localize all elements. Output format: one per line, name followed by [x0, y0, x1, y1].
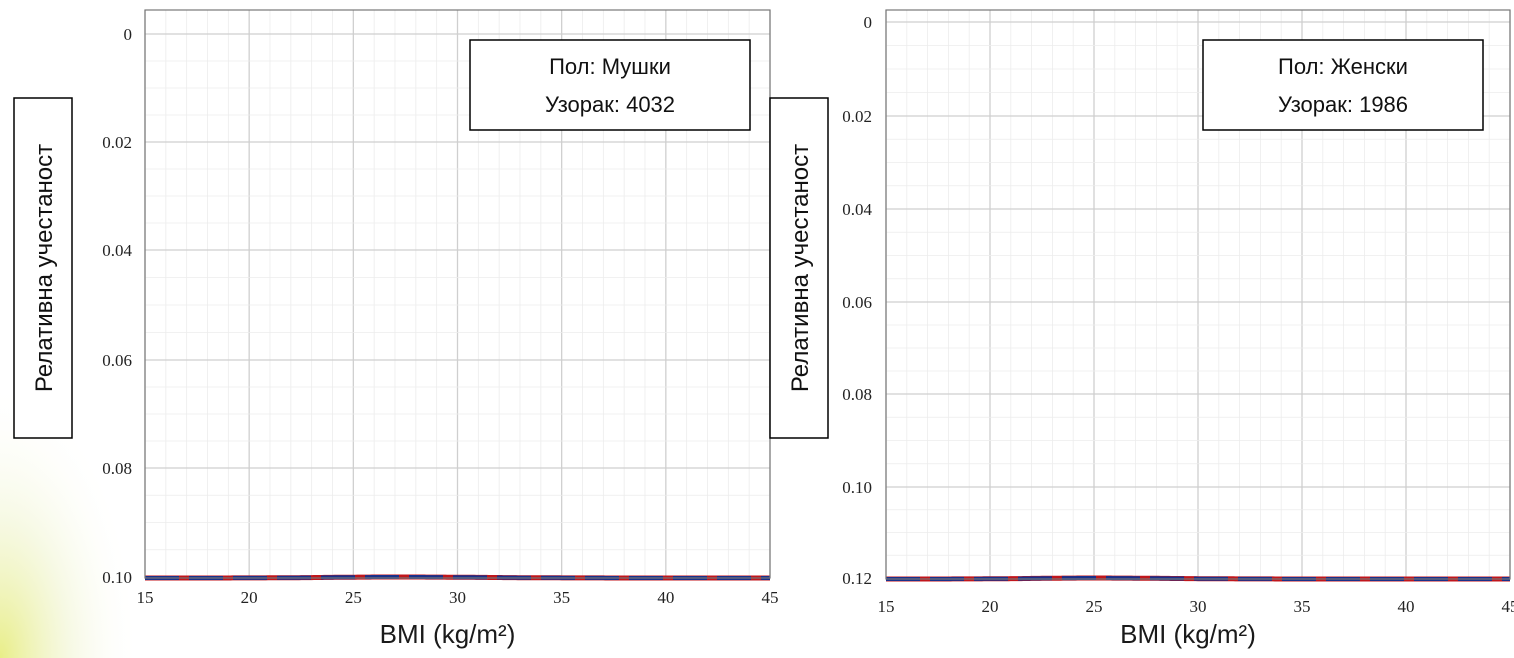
- y-axis-label: Релативна учестаност: [31, 144, 58, 392]
- info-box: [1202, 39, 1484, 131]
- y-tick-label: 0.04: [842, 200, 872, 219]
- x-tick-label: 30: [1190, 597, 1207, 616]
- y-tick-label: 0.08: [842, 385, 872, 404]
- x-tick-label: 45: [1502, 597, 1514, 616]
- x-axis-label: BMI (kg/m²): [380, 619, 516, 649]
- y-tick-label: 0.02: [842, 107, 872, 126]
- y-tick-label: 0.12: [842, 569, 872, 588]
- x-axis-label: BMI (kg/m²): [1120, 619, 1256, 649]
- x-tick-label: 45: [762, 588, 779, 607]
- y-axis-label-box: [769, 97, 829, 439]
- info-box-sample: Узорак: 4032: [545, 92, 675, 117]
- x-tick-label: 25: [1086, 597, 1103, 616]
- chart-women: 15 20 25 30 35 40 45 0 0.02 0.04 0.06 0.08 0.10 0.12 B…: [769, 9, 1514, 649]
- x-tick-label: 40: [1398, 597, 1415, 616]
- x-tick-label: 35: [553, 588, 570, 607]
- y-tick-label: 0: [864, 13, 873, 32]
- x-tick-label: 40: [657, 588, 674, 607]
- x-tick-label: 35: [1294, 597, 1311, 616]
- y-tick-label: 0.06: [102, 351, 132, 370]
- y-tick-label: 0.10: [102, 568, 132, 587]
- y-tick-label: 0.02: [102, 133, 132, 152]
- info-box-sample: Узорак: 1986: [1278, 92, 1408, 117]
- x-tick-label: 20: [982, 597, 999, 616]
- info-box-sex: Пол: Мушки: [549, 54, 671, 79]
- plot-frame: [885, 9, 1511, 580]
- info-box: [469, 39, 751, 131]
- x-tick-label: 25: [345, 588, 362, 607]
- y-tick-label: 0.08: [102, 459, 132, 478]
- x-tick-label: 15: [137, 588, 154, 607]
- info-box-sex: Пол: Женски: [1278, 54, 1408, 79]
- x-tick-label: 30: [449, 588, 466, 607]
- y-axis-label-box: [13, 97, 73, 439]
- y-tick-label: 0.10: [842, 478, 872, 497]
- y-tick-label: 0.04: [102, 241, 132, 260]
- y-axis-label: Релативна учестаност: [787, 144, 814, 392]
- y-tick-label: 0.06: [842, 293, 872, 312]
- chart-men: 15 20 25 30 35 40 45 0 0.02 0.04 0.06 0.08 0.10 BMI (…: [13, 9, 779, 649]
- y-tick-label: 0: [124, 25, 133, 44]
- x-tick-label: 15: [878, 597, 895, 616]
- x-tick-label: 20: [241, 588, 258, 607]
